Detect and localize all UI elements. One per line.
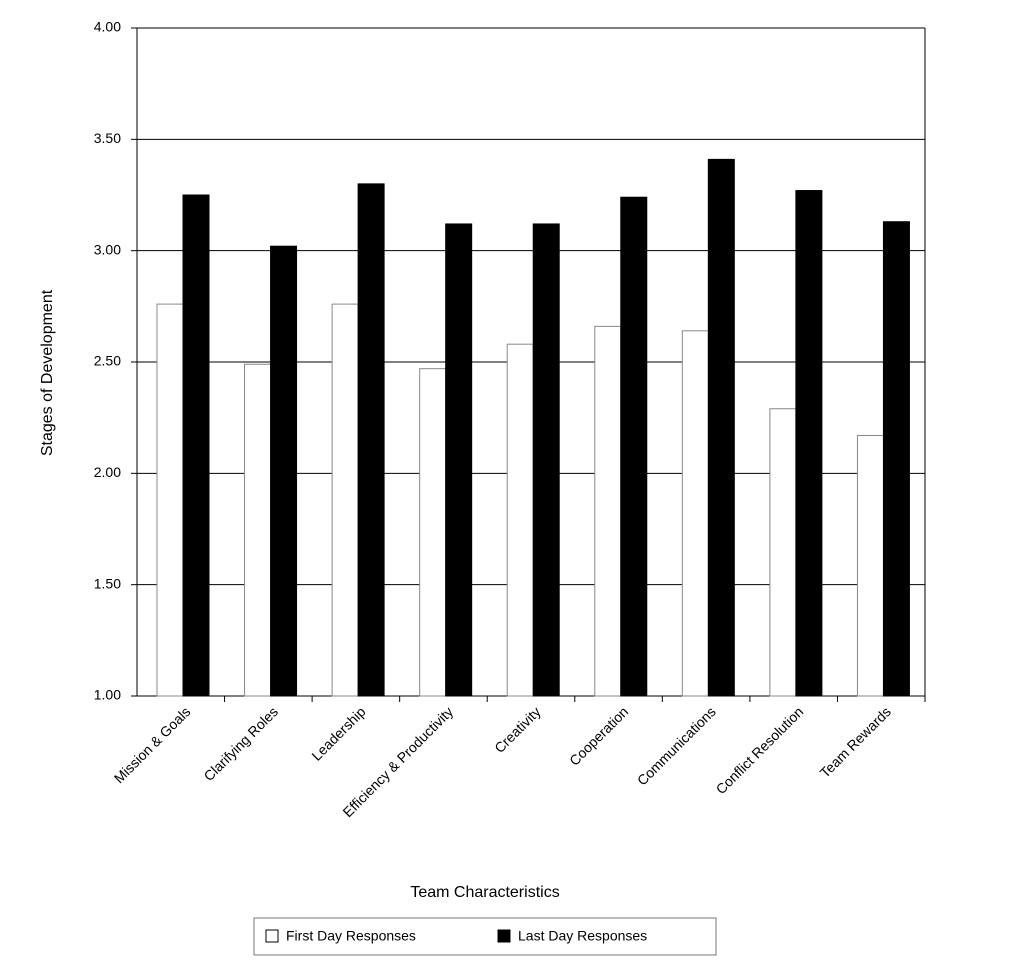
x-tick-label: Mission & Goals (111, 703, 194, 786)
legend-box (253, 917, 717, 956)
x-tick-label: Cooperation (566, 703, 631, 768)
bar (506, 343, 534, 697)
bar (445, 223, 473, 697)
y-tick-label: 3.50 (94, 130, 121, 146)
bar (681, 330, 709, 697)
x-tick-label: Creativity (491, 703, 544, 756)
y-tick-label: 4.00 (94, 19, 121, 35)
bar (769, 408, 797, 697)
bar (882, 221, 910, 697)
bar (270, 245, 298, 697)
y-tick-label: 2.50 (94, 353, 121, 369)
bar (331, 303, 359, 697)
bar (357, 183, 385, 697)
legend-label: Last Day Responses (518, 928, 647, 944)
x-tick-label: Team Rewards (817, 703, 894, 780)
y-axis-title: Stages of Development (39, 289, 56, 456)
x-axis-title: Team Characteristics (410, 884, 559, 901)
legend-swatch (265, 929, 279, 943)
y-tick-label: 1.00 (94, 687, 121, 703)
bar (532, 223, 560, 697)
legend-swatch (497, 929, 511, 943)
legend-label: First Day Responses (286, 928, 416, 944)
bar (707, 158, 735, 697)
y-tick-label: 3.00 (94, 241, 121, 257)
x-tick-label: Conflict Resolution (713, 703, 807, 797)
bar (795, 190, 823, 697)
y-tick-label: 2.00 (94, 464, 121, 480)
bar (594, 325, 622, 697)
bar (856, 434, 884, 697)
bar (419, 368, 447, 697)
bar (156, 303, 184, 697)
bar (244, 363, 272, 697)
bar (620, 196, 648, 697)
x-tick-label: Leadership (308, 703, 368, 763)
y-tick-label: 1.50 (94, 575, 121, 591)
x-tick-label: Communications (634, 703, 719, 788)
bar (182, 194, 210, 697)
x-tick-label: Clarifying Roles (200, 703, 281, 784)
